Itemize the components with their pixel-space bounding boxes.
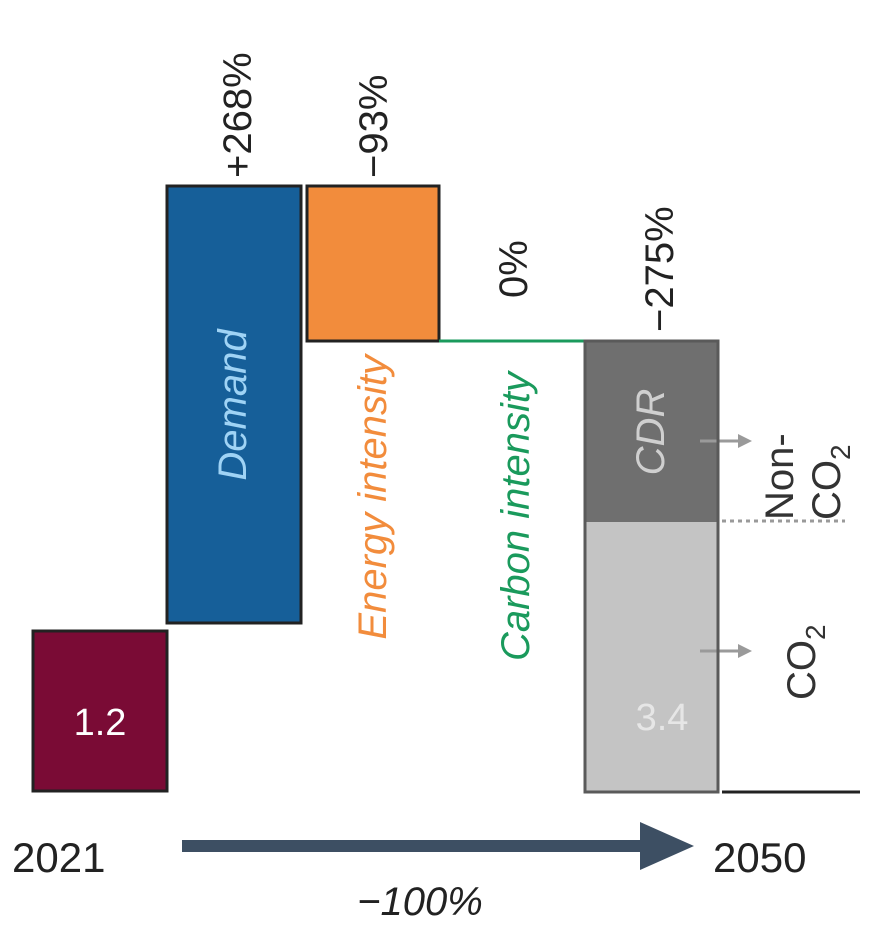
overall-arrow-icon	[182, 822, 694, 870]
start-year-label: 2021	[12, 834, 105, 881]
bar-cdr-segment	[585, 341, 718, 522]
overall-change-label: −100%	[357, 880, 483, 924]
cdr-label: CDR	[629, 389, 673, 476]
final-change-label: −275%	[638, 206, 682, 332]
bar-2050-value: 3.4	[636, 697, 689, 739]
carbon-intensity-label: Carbon intensity	[494, 369, 538, 661]
bar-2021	[31, 629, 169, 793]
co2-annotation: CO2	[780, 624, 831, 700]
bar-demand	[165, 184, 303, 625]
carbon-intensity-change-label: 0%	[492, 240, 536, 298]
bar-energy-intensity	[305, 184, 441, 343]
co2-arrow-icon	[700, 644, 752, 658]
non-co2-annotation: Non-	[758, 433, 802, 520]
bar-energy-intensity-label: Energy intensity	[351, 352, 395, 640]
co2-annotation-text: CO2	[780, 624, 831, 700]
bar-demand-label: Demand	[211, 328, 255, 481]
non-co2-annotation-line2: CO2	[805, 444, 856, 520]
bar-co2-segment	[585, 522, 718, 792]
end-year-label: 2050	[713, 834, 806, 881]
bar-2050-outline	[583, 339, 720, 794]
non-co2-annotation-line1: Non-	[758, 433, 802, 520]
energy-intensity-change-label: −93%	[352, 75, 396, 178]
demand-change-label: +268%	[216, 52, 260, 178]
non-co2-annotation-2: CO2	[805, 444, 856, 520]
non-co2-arrow-icon	[700, 434, 752, 448]
bar-2021-value: 1.2	[74, 702, 127, 744]
